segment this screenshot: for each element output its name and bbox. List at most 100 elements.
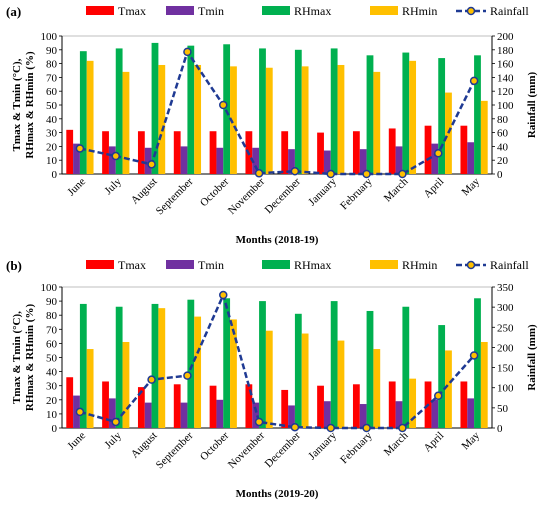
left-tick-label: 90 [46,296,58,308]
bar-rhmax-september [187,45,195,174]
left-axis-title-line-1: Tmax & Tmin (°C), [11,311,23,404]
left-tick-label: 40 [46,367,58,379]
left-tick-label: 40 [46,114,58,126]
bar-rhmax-may [474,55,481,174]
left-tick-label: 60 [46,86,58,98]
bar-rhmin-november [265,67,273,174]
bar-rhmax-august [151,42,159,175]
legend-label-rhmax: RHmax [294,258,331,272]
bar-rhmax-january [330,48,338,174]
bar-rhmin-january [337,340,345,428]
legend-label-tmin: Tmin [198,258,224,272]
bar-tmax-february [352,131,360,174]
bar-tmax-september [173,384,181,428]
bar-tmin-july [108,146,116,174]
bar-tmax-march [388,381,396,428]
x-tick-label-november: November [226,175,268,217]
x-tick-label-february: February [338,429,375,466]
bar-rhmax-june [79,51,87,174]
bar-rhmax-february [366,55,374,174]
bar-tmax-june [66,377,74,428]
x-tick-label-october: October [198,429,232,463]
rainfall-point-november [254,169,264,178]
left-tick-label: 10 [46,409,58,421]
left-tick-label: 80 [46,310,58,322]
x-tick-label-january: January [306,429,339,462]
bar-tmin-march [395,146,403,174]
legend-swatch-tmin [166,260,194,269]
right-tick-label: 180 [497,45,514,57]
rainfall-line [79,49,476,176]
bar-rhmin-may [480,341,488,428]
bar-tmin-september [180,402,188,428]
left-tick-label: 60 [46,338,58,350]
right-axis-title: Rainfall (mm) [526,72,538,139]
bar-rhmin-august [158,64,166,174]
rainfall-point-december [290,422,300,432]
bar-rhmax-april [438,325,446,428]
bar-tmax-december [281,389,289,428]
left-axis-title: Tmax & Tmin (°C),RHmax & RHmin (%) [11,51,36,159]
rainfall-point-june [75,407,85,417]
left-axis-title-line-2: RHmax & RHmin (%) [24,304,36,412]
rainfall-point-october [219,100,228,110]
bar-rhmin-september [194,64,202,174]
legend-swatch-tmax [86,260,114,269]
bar-rhmin-november [265,330,273,428]
right-tick-label: 0 [497,169,503,181]
legend-swatch-tmax [86,6,114,15]
right-tick-label: 150 [497,363,514,375]
x-tick-label-march: March [382,429,411,458]
legend-swatch-rhmax [262,6,290,15]
bar-tmax-october [209,385,217,428]
right-tick-label: 20 [497,155,509,167]
bar-tmax-august [137,131,145,174]
x-tick-label-june: June [65,176,88,199]
bar-tmax-february [352,384,360,428]
bar-rhmin-june [86,60,94,175]
rainfall-point-may [469,351,479,360]
left-tick-label: 100 [41,31,58,43]
legend-label-rainfall: Rainfall [490,4,529,18]
right-tick-label: 100 [497,383,514,395]
left-tick-label: 100 [41,282,58,294]
left-tick-label: 80 [46,59,58,71]
right-tick-label: 50 [497,403,509,415]
bar-rhmin-october [230,66,237,174]
left-axis-title-line-2: RHmax & RHmin (%) [24,51,36,159]
bar-rhmin-april [445,350,452,428]
x-tick-label-november: November [226,429,268,471]
bar-rhmax-december [294,49,302,174]
legend-label-tmax: Tmax [118,258,146,272]
x-tick-label-may: May [459,175,482,198]
bar-rhmax-november [259,48,266,174]
x-axis-title: Months (2019-20) [236,488,319,500]
x-tick-label-july: July [102,429,124,451]
bar-tmax-january [317,385,324,428]
panel-label: (a) [6,4,21,19]
x-tick-label-august: August [129,430,160,461]
right-tick-label: 200 [497,31,514,43]
rainfall-point-august [147,160,156,169]
bar-rhmax-september [187,299,195,428]
legend-swatch-rhmax [262,260,290,269]
bar-tmin-november [252,147,260,174]
bar-tmin-january [323,401,331,428]
bar-tmin-november [252,402,260,428]
legend-label-rhmin: RHmin [402,4,437,18]
bar-rhmax-march [402,52,410,175]
x-tick-label-december: December [263,429,304,470]
bar-tmin-september [180,146,188,174]
bar-tmax-march [388,128,396,174]
bar-rhmin-july [122,341,130,428]
bar-rhmax-march [402,306,410,428]
x-tick-label-march: March [382,175,411,204]
bar-tmin-august [144,147,152,174]
x-tick-label-april: April [421,430,446,455]
bar-rhmax-november [259,301,266,428]
bar-rhmin-june [86,349,94,428]
bar-rhmin-august [158,308,166,428]
legend-swatch-rhmin [370,6,398,15]
bar-rhmax-june [79,303,87,428]
